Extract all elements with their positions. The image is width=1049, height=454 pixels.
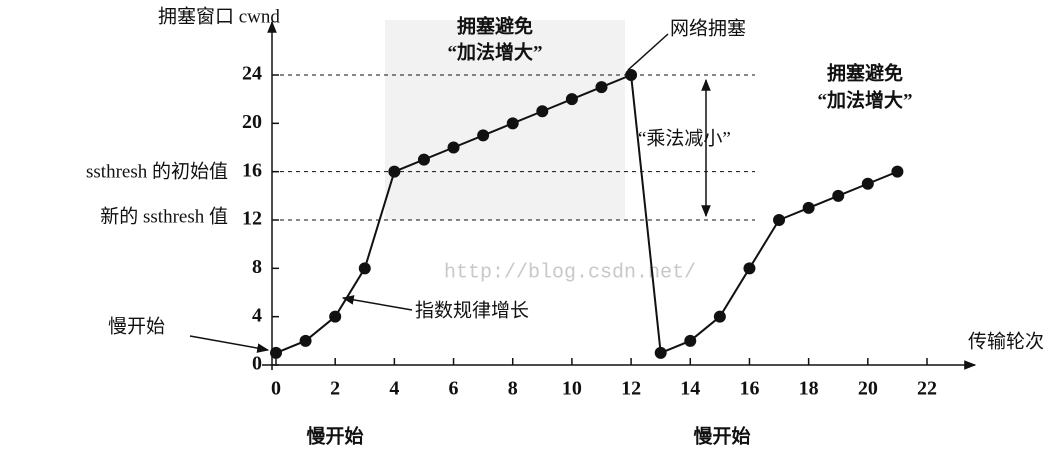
point [861, 177, 874, 190]
annotation: 新的 ssthresh 值 [100, 205, 228, 227]
point [358, 262, 371, 275]
point [773, 214, 786, 226]
point [536, 105, 549, 118]
x-tick-label: 8 [508, 378, 518, 400]
watermark: http://blog.csdn.net/ [444, 261, 696, 284]
annotation-arrow [189, 335, 270, 353]
y-tick-label: 0 [252, 353, 262, 375]
annotation-arrow [341, 295, 413, 311]
point [447, 141, 460, 154]
annotation: “加法增大” [447, 40, 542, 63]
point [477, 129, 490, 142]
point [802, 201, 815, 214]
y-tick-label: 4 [252, 304, 262, 326]
point [743, 262, 756, 275]
x-tick-label: 4 [389, 378, 399, 400]
annotation: ssthresh 的初始值 [86, 160, 228, 182]
y-axis-label: 拥塞窗口 cwnd [158, 5, 280, 27]
point [891, 165, 904, 178]
shaded-area [385, 20, 625, 220]
x-tick-label: 6 [449, 378, 459, 400]
annotation-arrow [627, 33, 669, 71]
point [388, 165, 401, 178]
y-tick-label: 8 [252, 256, 262, 278]
annotation: 慢开始 [693, 424, 750, 447]
x-tick-label: 14 [680, 378, 700, 400]
x-tick-label: 22 [917, 378, 937, 400]
line [275, 73, 898, 355]
annotation: 慢开始 [306, 424, 363, 447]
point [329, 310, 342, 323]
point [417, 153, 430, 166]
annotation: “乘法减小” [638, 127, 731, 149]
point [832, 189, 845, 202]
point [565, 93, 578, 106]
point [713, 310, 726, 323]
annotation: 指数规律增长 [415, 299, 529, 321]
annotation: 拥塞避免 [457, 14, 533, 37]
x-tick-label: 12 [621, 378, 641, 400]
x-tick-label: 16 [739, 378, 759, 400]
x-tick-label: 10 [562, 378, 582, 400]
x-tick-label: 18 [799, 378, 819, 400]
y-tick-label: 16 [242, 159, 262, 181]
point [684, 334, 697, 347]
point [270, 346, 282, 359]
point [299, 334, 312, 347]
y-tick-label: 24 [242, 63, 262, 85]
x-tick-label: 20 [858, 378, 878, 400]
annotation: 慢开始 [108, 315, 165, 337]
x-tick-label: 0 [271, 378, 281, 400]
point [625, 69, 638, 81]
point [654, 346, 667, 359]
annotation: 网络拥塞 [670, 17, 746, 39]
annotation: 拥塞避免 [827, 61, 903, 84]
point [506, 117, 519, 130]
x-axis-label: 传输轮次 [968, 330, 1044, 352]
x-tick-label: 2 [330, 378, 340, 400]
y-tick-label: 20 [242, 111, 262, 133]
y-tick-label: 12 [242, 208, 262, 230]
annotation: “加法增大” [817, 88, 912, 111]
point [595, 81, 608, 94]
